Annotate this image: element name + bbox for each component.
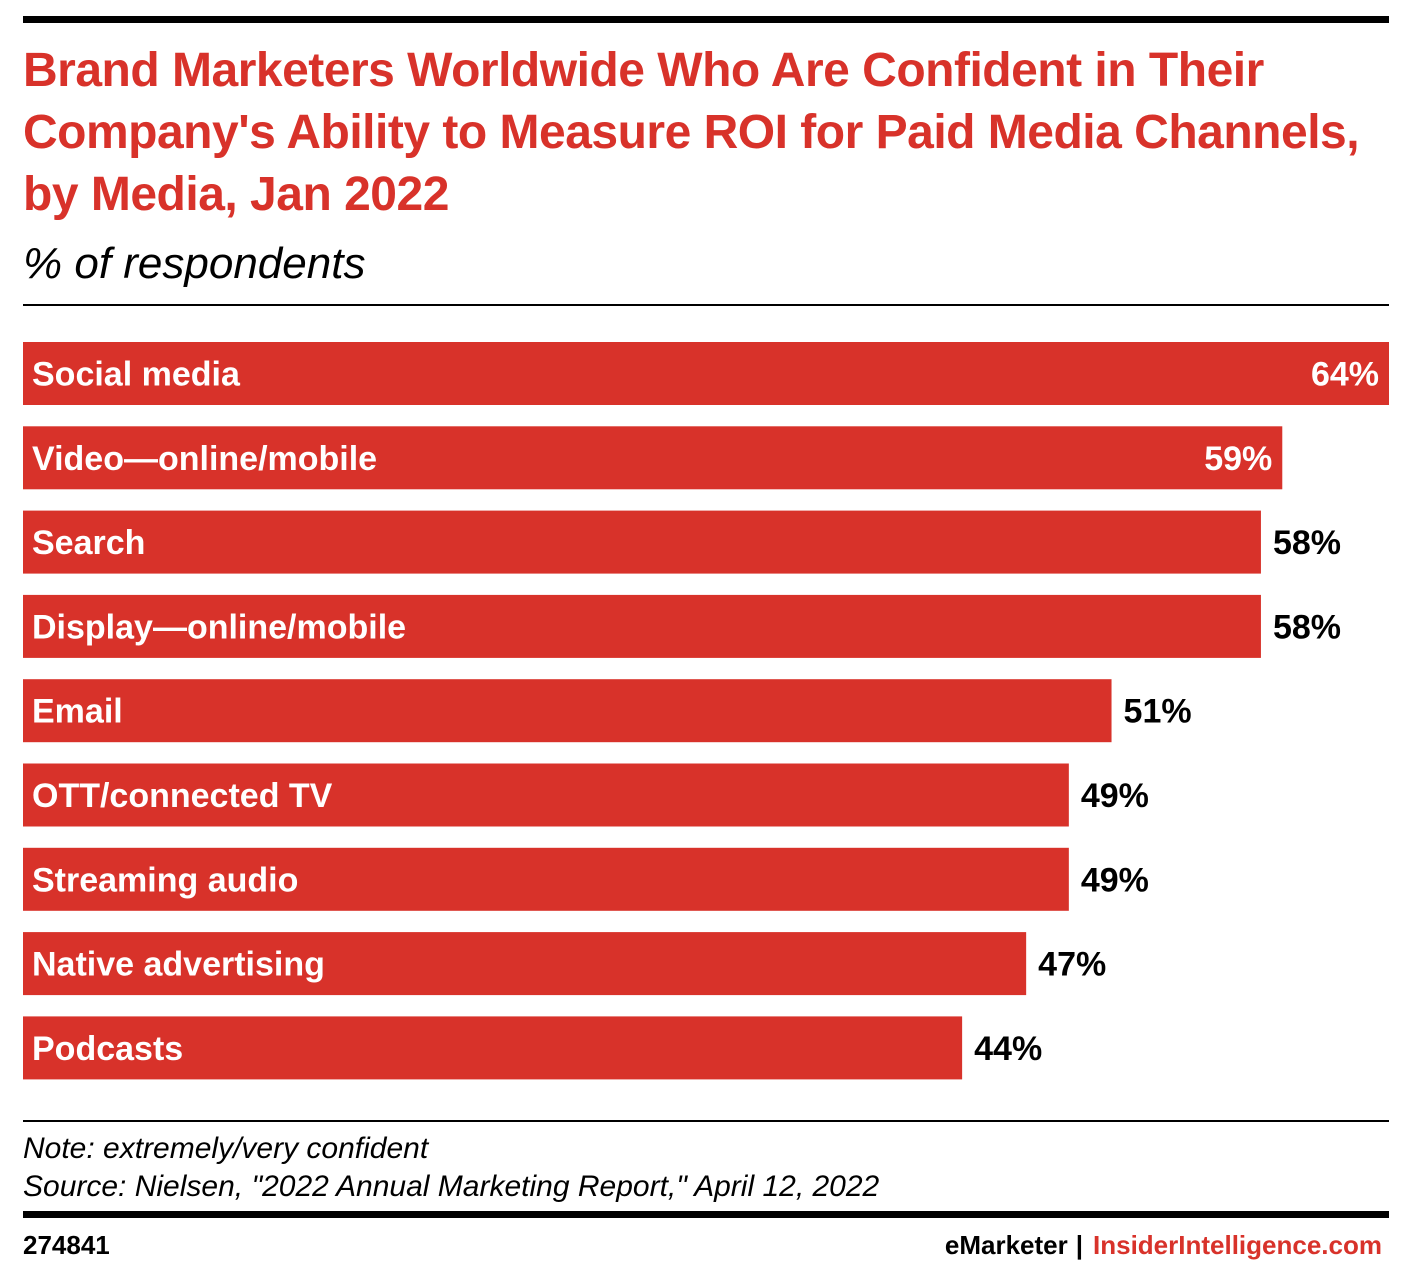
bar-4 (23, 679, 1112, 743)
bar-0 (23, 342, 1389, 405)
bar-chart: Social media 64% Video—online/mobile 59% Sea… (23, 342, 1389, 1080)
category-label: Streaming audio (32, 861, 298, 899)
emarketer-logo: eMarketer (944, 1230, 1068, 1260)
category-label: Search (32, 524, 145, 562)
value-label: 44% (974, 1030, 1042, 1068)
note-divider (23, 1120, 1389, 1122)
top-rule (23, 16, 1389, 23)
category-label: Display—online/mobile (32, 608, 406, 646)
footer-brand: eMarketer | InsiderIntelligence.com (945, 1230, 1382, 1261)
value-label: 51% (1124, 693, 1192, 731)
value-label: 49% (1081, 861, 1149, 899)
chart-id: 274841 (23, 1230, 110, 1260)
value-label: 64% (1311, 356, 1379, 394)
chart-subtitle: % of respondents (23, 239, 366, 288)
brand-separator: | (1075, 1230, 1084, 1260)
value-label: 59% (1204, 440, 1272, 478)
bar-7 (23, 932, 1027, 996)
bar-6 (23, 847, 1069, 911)
bar-8 (23, 1016, 963, 1080)
bottom-rule (23, 1211, 1389, 1218)
value-label: 47% (1038, 946, 1106, 984)
chart-notes: Note: extremely/very confident Source: N… (23, 1130, 879, 1206)
value-label: 49% (1081, 777, 1149, 815)
bar-5 (23, 763, 1069, 827)
category-label: Podcasts (32, 1030, 183, 1068)
insider-intelligence-link[interactable]: InsiderIntelligence.com (1093, 1230, 1382, 1260)
category-label: Native advertising (32, 946, 325, 984)
chart-title: Brand Marketers Worldwide Who Are Confid… (23, 44, 1360, 221)
bar-2 (23, 510, 1261, 574)
bar-1 (23, 426, 1283, 490)
value-label: 58% (1273, 524, 1341, 562)
source-text: Source: Nielsen, "2022 Annual Marketing … (23, 1170, 880, 1203)
category-label: Social media (32, 356, 241, 394)
value-label: 58% (1273, 608, 1341, 646)
category-label: Video—online/mobile (32, 440, 377, 478)
header-divider (23, 304, 1389, 306)
category-label: Email (32, 693, 123, 731)
bar-3 (23, 594, 1261, 658)
note-text: Note: extremely/very confident (23, 1132, 429, 1165)
category-label: OTT/connected TV (32, 777, 333, 815)
